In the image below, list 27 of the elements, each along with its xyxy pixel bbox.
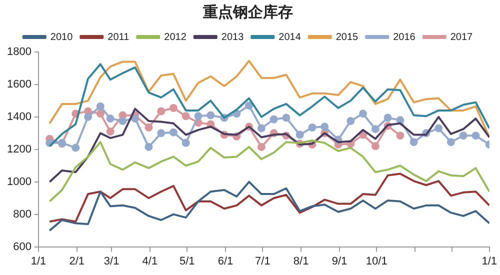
legend-label: 2014 [278,32,302,43]
y-tick-label: 1800 [6,46,32,58]
y-tick-label: 800 [13,208,32,220]
legend-label: 2013 [221,32,244,43]
y-tick-label: 1200 [6,143,32,156]
y-tick-label: 1600 [6,78,32,90]
x-tick-label: 9/1 [332,255,348,268]
x-tick-label: 1/1 [30,255,46,268]
y-tick-label: 600 [13,240,32,253]
legend-label: 2012 [164,32,187,43]
x-tick-label: 5/1 [179,255,195,268]
x-tick-label: 10/1 [366,255,388,268]
y-tick-label: 1400 [6,110,32,123]
x-tick-label: 4/1 [142,255,158,268]
x-tick-label: 6/1 [218,255,234,268]
legend-label: 2010 [50,32,74,43]
x-tick-label: 1/1 [482,255,498,268]
x-tick-label: 8/1 [293,255,309,268]
y-tick-label: 1000 [6,176,32,188]
chart-title: 重点钢企库存 [202,3,293,22]
x-tick-label: 7/1 [255,255,270,268]
legend-label: 2017 [450,32,474,43]
x-tick-label: 2/1 [69,255,85,268]
legend-label: 2011 [108,32,130,43]
x-tick-label: 3/1 [104,255,120,268]
legend-label: 2016 [393,32,416,43]
legend-label: 2015 [336,32,359,43]
